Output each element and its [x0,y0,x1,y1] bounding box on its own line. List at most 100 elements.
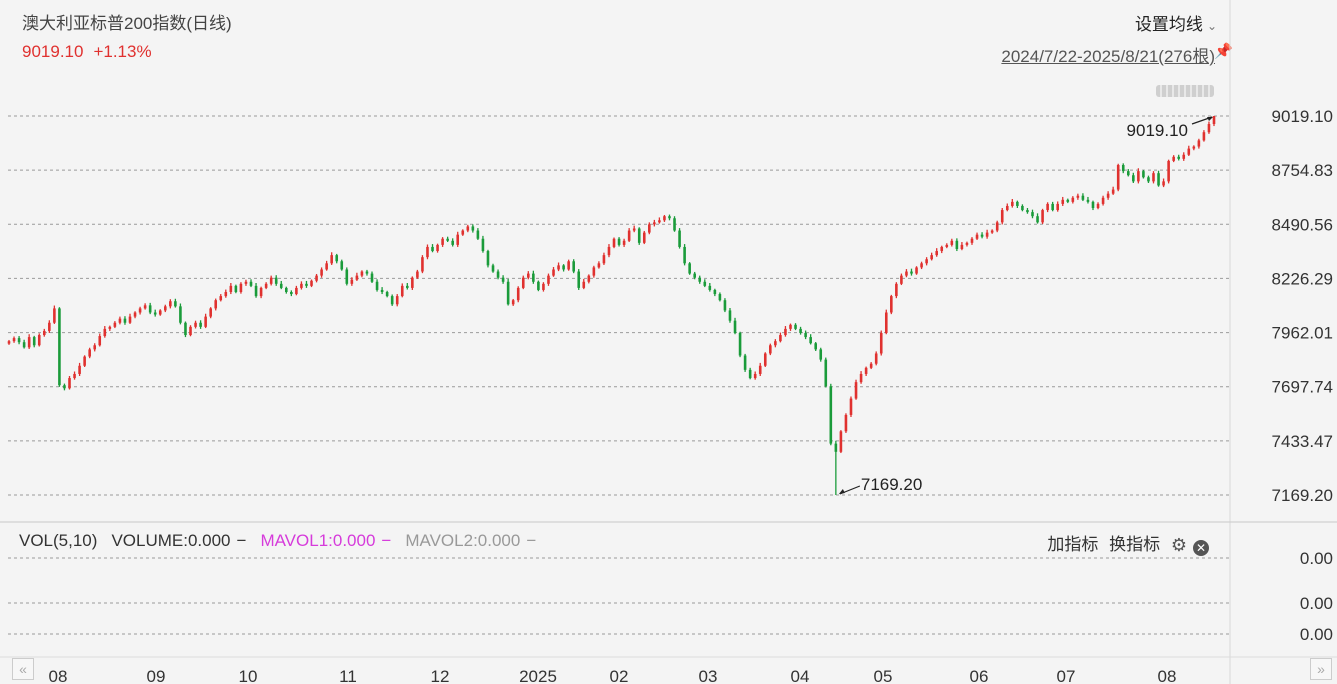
price-readout: 9019.10 +1.13% [22,42,162,62]
chevron-down-icon: ⌄ [1206,19,1217,33]
candle [1126,169,1130,177]
candle [73,371,76,380]
candle [814,341,817,352]
candle [285,286,288,294]
candle [809,334,812,345]
x-tick-label: 06 [970,667,989,684]
candle [673,216,676,232]
candle [189,325,192,337]
candle [960,242,964,251]
candle [476,228,480,240]
candle [592,265,596,278]
candle [22,339,26,349]
candle [627,228,631,243]
candle [143,303,147,310]
add-indicator-button[interactable]: 加指标 [1047,535,1099,554]
candle [567,259,570,271]
candle [118,316,122,325]
candle [365,269,369,276]
candle [169,299,172,309]
last-price: 9019.10 [22,42,84,61]
candle [521,275,525,290]
candle [713,288,717,297]
candle [1071,196,1075,204]
candle [466,224,470,233]
candle [1056,201,1060,212]
candle [683,244,686,266]
x-tick-label: 11 [339,667,357,684]
candle [68,376,71,390]
candle [1142,169,1145,179]
candle [254,282,258,298]
switch-indicator-button[interactable]: 换指标 [1109,535,1161,554]
candle [774,339,777,348]
candle [849,396,853,417]
candle [779,332,782,343]
gear-icon[interactable]: ⚙ [1170,535,1187,555]
candle [491,263,495,273]
pin-icon[interactable]: 📌 [1214,43,1233,60]
candle [763,352,767,367]
close-icon[interactable]: ✕ [1193,540,1209,556]
candle [300,281,303,290]
candle [1026,208,1029,214]
candle [375,279,379,292]
candle [1177,154,1181,161]
indicator-toolbar: 加指标 换指标 ⚙ ✕ [1041,530,1209,556]
candle [864,366,868,377]
candle [995,220,999,233]
candle [496,269,500,280]
candle [32,335,36,348]
candle [128,313,132,324]
change-percent: +1.13% [93,42,152,61]
candle [305,280,308,288]
candle [224,289,228,298]
y-tick-label: 7697.74 [1272,378,1333,397]
double-chevron-left-icon[interactable]: « [12,658,34,680]
candle [259,286,263,299]
candle [1101,195,1105,206]
candle [219,294,223,302]
candle [884,309,888,335]
candle [158,309,162,316]
candle [733,317,737,335]
candle [148,302,152,315]
candle [350,277,354,286]
candle [506,278,510,306]
candle [945,243,949,249]
candle [58,307,61,387]
candle [925,257,928,266]
candle [990,229,994,234]
candle [582,278,586,290]
candle [607,244,611,258]
candle [1121,163,1125,174]
candle [753,371,757,380]
candle [728,307,732,323]
candle [1005,203,1009,212]
candle [1041,208,1044,224]
candle [63,383,66,391]
candle [355,272,359,281]
double-chevron-right-icon[interactable]: » [1310,658,1332,680]
candle [819,347,823,362]
candle [738,331,742,358]
candle [965,241,969,247]
candle [1147,175,1150,184]
candle [955,238,959,252]
candle [1172,155,1175,163]
candle [1162,178,1165,188]
candle [108,325,112,331]
drag-handle[interactable] [1156,85,1214,97]
candle [380,287,384,295]
date-range-link[interactable]: 2024/7/22-2025/8/21(276根) [1001,47,1215,66]
chart-title: 澳大利亚标普200指数(日线) [22,14,232,33]
candle [743,353,747,372]
candle [501,275,505,284]
y-tick-label: 7433.47 [1272,432,1333,451]
candle [179,303,182,325]
candle [229,282,233,295]
ma-setting-button[interactable]: 设置均线 ⌄ [1135,10,1217,35]
candle [426,244,429,260]
candle [204,313,207,329]
